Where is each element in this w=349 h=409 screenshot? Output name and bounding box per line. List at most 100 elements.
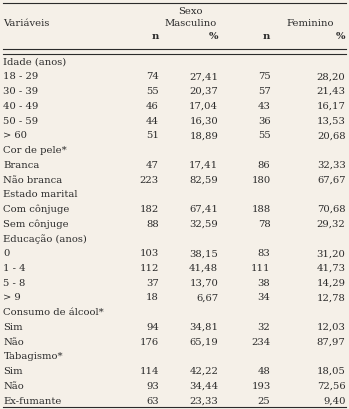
Text: 94: 94 xyxy=(146,323,159,332)
Text: Consumo de álcool*: Consumo de álcool* xyxy=(3,308,104,317)
Text: 65,19: 65,19 xyxy=(190,338,218,347)
Text: 29,32: 29,32 xyxy=(317,220,346,229)
Text: 50 - 59: 50 - 59 xyxy=(3,117,39,126)
Text: 46: 46 xyxy=(146,102,159,111)
Text: 47: 47 xyxy=(146,161,159,170)
Text: 14,29: 14,29 xyxy=(317,279,346,288)
Text: 18,05: 18,05 xyxy=(317,367,346,376)
Text: 67,67: 67,67 xyxy=(317,175,346,184)
Text: 17,04: 17,04 xyxy=(189,102,218,111)
Text: 27,41: 27,41 xyxy=(189,72,218,81)
Text: 32,59: 32,59 xyxy=(190,220,218,229)
Text: 87,97: 87,97 xyxy=(317,338,346,347)
Text: 17,41: 17,41 xyxy=(189,161,218,170)
Text: 180: 180 xyxy=(251,175,270,184)
Text: Não: Não xyxy=(3,338,24,347)
Text: 18 - 29: 18 - 29 xyxy=(3,72,39,81)
Text: Masculino: Masculino xyxy=(164,19,216,28)
Text: 9,40: 9,40 xyxy=(323,397,346,406)
Text: 70,68: 70,68 xyxy=(317,205,346,214)
Text: 51: 51 xyxy=(146,131,159,140)
Text: 0: 0 xyxy=(3,249,10,258)
Text: 18: 18 xyxy=(146,293,159,302)
Text: > 9: > 9 xyxy=(3,293,21,302)
Text: 5 - 8: 5 - 8 xyxy=(3,279,26,288)
Text: %: % xyxy=(209,32,218,41)
Text: 93: 93 xyxy=(146,382,159,391)
Text: 6,67: 6,67 xyxy=(196,293,218,302)
Text: 75: 75 xyxy=(258,72,270,81)
Text: 38: 38 xyxy=(258,279,270,288)
Text: 48: 48 xyxy=(258,367,270,376)
Text: 38,15: 38,15 xyxy=(189,249,218,258)
Text: Tabagismo*: Tabagismo* xyxy=(3,353,63,362)
Text: 34,44: 34,44 xyxy=(189,382,218,391)
Text: Estado marital: Estado marital xyxy=(3,190,78,199)
Text: 34,81: 34,81 xyxy=(189,323,218,332)
Text: 43: 43 xyxy=(258,102,270,111)
Text: Cor de pele*: Cor de pele* xyxy=(3,146,67,155)
Text: 34: 34 xyxy=(258,293,270,302)
Text: 83: 83 xyxy=(258,249,270,258)
Text: Ex-fumante: Ex-fumante xyxy=(3,397,62,406)
Text: 13,70: 13,70 xyxy=(189,279,218,288)
Text: Feminino: Feminino xyxy=(286,19,334,28)
Text: 193: 193 xyxy=(251,382,270,391)
Text: 16,17: 16,17 xyxy=(317,102,346,111)
Text: 25: 25 xyxy=(258,397,270,406)
Text: Educação (anos): Educação (anos) xyxy=(3,234,87,244)
Text: Não: Não xyxy=(3,382,24,391)
Text: 40 - 49: 40 - 49 xyxy=(3,102,39,111)
Text: 32,33: 32,33 xyxy=(317,161,346,170)
Text: > 60: > 60 xyxy=(3,131,28,140)
Text: 42,22: 42,22 xyxy=(189,367,218,376)
Text: n: n xyxy=(151,32,159,41)
Text: 18,89: 18,89 xyxy=(189,131,218,140)
Text: 41,48: 41,48 xyxy=(189,264,218,273)
Text: 55: 55 xyxy=(146,87,159,96)
Text: 12,03: 12,03 xyxy=(317,323,346,332)
Text: 234: 234 xyxy=(251,338,270,347)
Text: Variáveis: Variáveis xyxy=(3,19,50,28)
Text: 13,53: 13,53 xyxy=(317,117,346,126)
Text: Branca: Branca xyxy=(3,161,40,170)
Text: 20,37: 20,37 xyxy=(190,87,218,96)
Text: 55: 55 xyxy=(258,131,270,140)
Text: 112: 112 xyxy=(139,264,159,273)
Text: 82,59: 82,59 xyxy=(190,175,218,184)
Text: n: n xyxy=(263,32,270,41)
Text: 20,68: 20,68 xyxy=(317,131,346,140)
Text: 111: 111 xyxy=(251,264,270,273)
Text: Com cônjuge: Com cônjuge xyxy=(3,205,70,214)
Text: 28,20: 28,20 xyxy=(317,72,346,81)
Text: 31,20: 31,20 xyxy=(317,249,346,258)
Text: 188: 188 xyxy=(251,205,270,214)
Text: 16,30: 16,30 xyxy=(190,117,218,126)
Text: 74: 74 xyxy=(146,72,159,81)
Text: 1 - 4: 1 - 4 xyxy=(3,264,26,273)
Text: 23,33: 23,33 xyxy=(190,397,218,406)
Text: 36: 36 xyxy=(258,117,270,126)
Text: Sim: Sim xyxy=(3,323,23,332)
Text: 223: 223 xyxy=(140,175,159,184)
Text: 114: 114 xyxy=(139,367,159,376)
Text: 44: 44 xyxy=(146,117,159,126)
Text: Sem cônjuge: Sem cônjuge xyxy=(3,220,69,229)
Text: 41,73: 41,73 xyxy=(317,264,346,273)
Text: 57: 57 xyxy=(258,87,270,96)
Text: Sim: Sim xyxy=(3,367,23,376)
Text: %: % xyxy=(336,32,346,41)
Text: 12,78: 12,78 xyxy=(317,293,346,302)
Text: Não branca: Não branca xyxy=(3,175,63,184)
Text: 63: 63 xyxy=(146,397,159,406)
Text: 78: 78 xyxy=(258,220,270,229)
Text: Idade (anos): Idade (anos) xyxy=(3,58,67,67)
Text: 21,43: 21,43 xyxy=(317,87,346,96)
Text: 72,56: 72,56 xyxy=(317,382,346,391)
Text: 88: 88 xyxy=(146,220,159,229)
Text: 103: 103 xyxy=(140,249,159,258)
Text: Sexo: Sexo xyxy=(178,7,202,16)
Text: 182: 182 xyxy=(140,205,159,214)
Text: 67,41: 67,41 xyxy=(189,205,218,214)
Text: 30 - 39: 30 - 39 xyxy=(3,87,39,96)
